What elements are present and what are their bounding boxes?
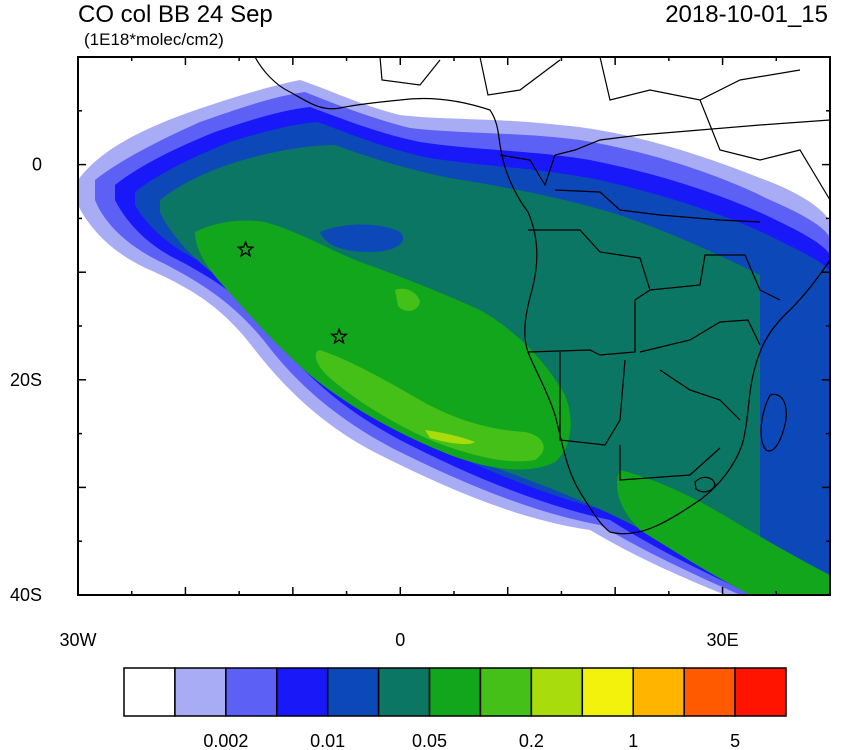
border-6 [499,119,830,187]
colorbar-swatch [174,667,227,717]
border-3 [619,445,721,481]
border-10 [599,57,801,101]
border-2 [559,352,626,446]
plume-band-02-north [395,288,420,311]
colorbar-swatch [225,667,278,717]
plume-band-05 [425,430,475,445]
colorbar-label: 5 [730,731,740,750]
border-7 [554,189,761,223]
x-tick-label: 30W [59,630,96,650]
border-11 [699,99,830,201]
plume-hole-blue [320,224,404,252]
border-1 [527,229,651,356]
plume-band-01 [195,220,571,470]
colorbar-swatch [734,667,787,717]
map-units: (1E18*molec/cm2) [84,30,224,49]
y-tick-label: 0 [32,155,42,175]
border-9 [479,57,561,96]
colorbar-swatch [581,667,634,717]
plume-band-01-south [616,470,830,595]
border-5 [639,319,761,353]
border-4 [649,254,781,301]
map-title: CO col BB 24 Sep [78,1,273,28]
colorbar-label: 0.002 [203,731,248,750]
colorbar-swatch [683,667,736,717]
colorbar [123,667,787,717]
colorbar-label: 1 [628,731,638,750]
star-marker [236,240,255,258]
colorbar-swatch [428,667,482,717]
x-tick-label: 0 [395,630,405,650]
x-axis-labels: 30W 0 30E [59,630,738,650]
madagascar-outline [760,393,787,452]
africa-coastline [254,57,830,535]
colorbar-swatch [276,667,329,717]
colorbar-label: 0.05 [412,731,447,750]
axis-ticks [77,56,831,596]
plume-band-02 [315,350,544,462]
colorbar-label: 0.2 [519,731,544,750]
y-tick-label: 40S [10,585,42,605]
lesotho-outline [694,476,716,493]
map-datetime: 2018-10-01_15 [665,1,828,28]
colorbar-swatch [479,667,533,717]
border-8 [379,57,441,86]
colorbar-swatch [530,667,584,717]
site-markers [236,240,349,345]
x-tick-label: 30E [707,630,739,650]
colorbar-label: 0.01 [310,731,345,750]
star-marker [330,327,349,345]
y-axis-labels: 0 20S 40S [10,155,42,605]
border-12 [659,369,741,421]
colorbar-swatch [632,667,685,717]
colorbar-swatch [326,667,380,717]
coastlines [254,57,830,535]
y-tick-label: 20S [10,370,42,390]
co-plume-field [78,80,830,595]
colorbar-labels: 0.002 0.01 0.05 0.2 1 5 [203,731,740,750]
colorbar-swatch [377,667,431,717]
colorbar-swatch [123,667,176,717]
